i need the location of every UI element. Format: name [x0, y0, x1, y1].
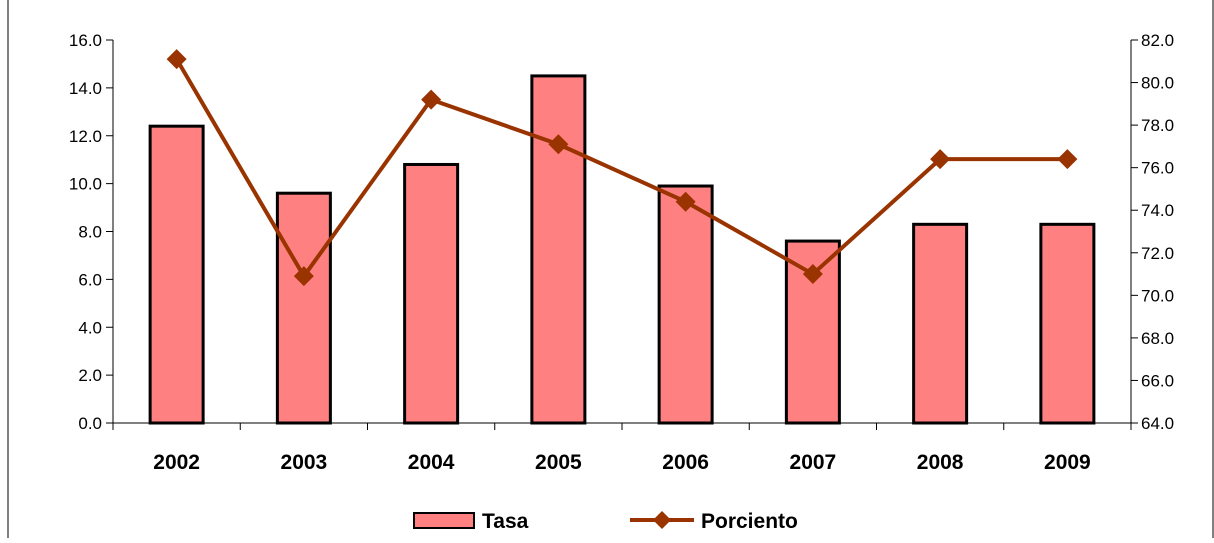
axes — [106, 39, 1138, 430]
right-tick-label-2: 68.0 — [1141, 329, 1174, 348]
bar-2008 — [912, 222, 969, 425]
x-tick-label-2008: 2008 — [917, 451, 964, 474]
bar-2006 — [657, 184, 714, 425]
porciento-marker-2008 — [930, 149, 951, 170]
left-tick-label-2: 4.0 — [78, 318, 102, 337]
left-tick-label-5: 10.0 — [69, 175, 102, 194]
bar-2003 — [275, 191, 332, 425]
x-tick-label-2005: 2005 — [535, 451, 582, 474]
porciento-marker-2004 — [421, 89, 442, 110]
x-tick-label-2007: 2007 — [790, 451, 837, 474]
right-tick-label-3: 70.0 — [1141, 286, 1174, 305]
legend-porciento-marker — [653, 511, 671, 529]
legend-tasa-label: Tasa — [482, 510, 529, 533]
axis-labels: 0.0 2.0 4.0 6.0 8.0 10.0 12.0 14.0 16.0 64.0 66.0 6… — [69, 31, 1174, 474]
porciento-marker-2006 — [675, 191, 696, 212]
bar-2002 — [148, 124, 205, 425]
left-tick-label-8: 16.0 — [69, 31, 102, 50]
left-tick-label-4: 8.0 — [78, 223, 102, 242]
line-series — [166, 49, 1078, 287]
right-tick-label-7: 78.0 — [1141, 116, 1174, 135]
right-tick-label-5: 74.0 — [1141, 201, 1174, 220]
legend-tasa-swatch — [413, 512, 475, 529]
right-tick-label-9: 82.0 — [1141, 31, 1174, 50]
x-tick-label-2004: 2004 — [408, 451, 455, 474]
bar-2005 — [530, 74, 587, 425]
bar-2004 — [403, 162, 460, 425]
legend: Tasa Porciento — [413, 510, 798, 533]
right-tick-label-1: 66.0 — [1141, 371, 1174, 390]
porciento-marker-2009 — [1057, 149, 1078, 170]
porciento-marker-2003 — [293, 266, 314, 287]
x-tick-label-2002: 2002 — [153, 451, 200, 474]
right-tick-label-8: 80.0 — [1141, 74, 1174, 93]
porciento-marker-2002 — [166, 49, 187, 70]
bar-series — [148, 74, 1096, 425]
porciento-marker-2005 — [548, 134, 569, 155]
left-tick-label-7: 14.0 — [69, 79, 102, 98]
x-tick-label-2003: 2003 — [281, 451, 328, 474]
left-tick-label-0: 0.0 — [78, 414, 102, 433]
right-tick-label-6: 76.0 — [1141, 159, 1174, 178]
porciento-marker-2007 — [802, 264, 823, 285]
right-tick-label-4: 72.0 — [1141, 244, 1174, 263]
legend-porciento-label: Porciento — [701, 510, 798, 533]
left-tick-label-6: 12.0 — [69, 127, 102, 146]
left-tick-label-3: 6.0 — [78, 270, 102, 289]
bar-2007 — [784, 239, 841, 425]
x-tick-label-2006: 2006 — [662, 451, 709, 474]
bar-2009 — [1039, 222, 1096, 425]
porciento-line — [174, 58, 1068, 280]
right-tick-label-0: 64.0 — [1141, 414, 1174, 433]
x-tick-label-2009: 2009 — [1044, 451, 1091, 474]
left-tick-label-1: 2.0 — [78, 366, 102, 385]
